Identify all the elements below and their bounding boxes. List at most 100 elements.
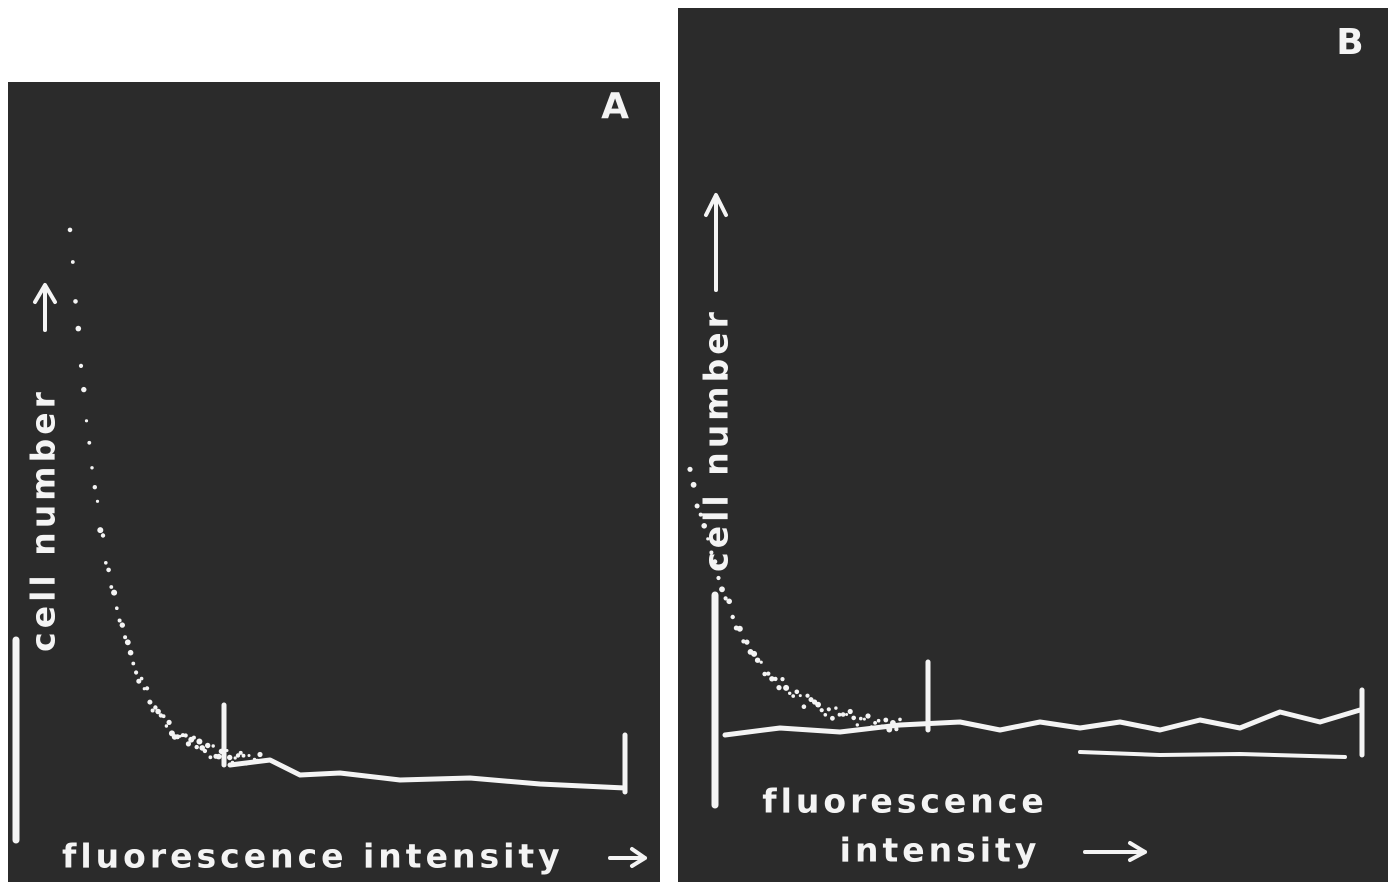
dot: [819, 708, 824, 713]
dot: [791, 694, 795, 698]
dot: [694, 503, 700, 509]
dot: [235, 753, 241, 758]
dot: [690, 481, 697, 488]
dot: [773, 676, 778, 682]
dot: [794, 689, 800, 695]
x-axis-arrow: [608, 847, 647, 868]
dot: [762, 671, 767, 677]
dot: [894, 727, 899, 732]
dot: [145, 686, 150, 691]
trace: [722, 707, 1363, 738]
dot: [194, 744, 199, 750]
trace: [1078, 750, 1347, 759]
dot: [788, 691, 792, 695]
dot: [876, 718, 881, 723]
dot: [164, 724, 169, 728]
dot: [815, 701, 821, 708]
dot: [78, 363, 84, 368]
x-axis-label: fluorescence: [762, 782, 1048, 821]
dot: [726, 598, 732, 605]
dot: [67, 227, 73, 233]
dot: [222, 749, 226, 753]
dot: [886, 726, 893, 733]
dot: [238, 750, 243, 755]
dot: [754, 657, 761, 663]
dot: [859, 716, 863, 721]
dot: [147, 699, 153, 705]
dot: [744, 639, 750, 645]
dot: [127, 649, 134, 656]
dot: [808, 697, 814, 703]
dot: [218, 748, 225, 754]
dot: [870, 725, 873, 729]
dot: [81, 386, 87, 393]
trace-dots: [687, 466, 902, 733]
dot: [716, 575, 721, 581]
dot: [247, 754, 251, 757]
dot: [805, 693, 810, 698]
dot: [823, 713, 828, 717]
dot: [155, 708, 161, 715]
dot: [104, 561, 108, 565]
dot: [215, 753, 222, 760]
dot: [798, 694, 802, 698]
dot: [855, 723, 859, 727]
dot: [241, 753, 246, 758]
dot: [106, 567, 111, 573]
dot: [100, 533, 106, 538]
dot: [174, 734, 180, 740]
dot: [211, 744, 215, 748]
dot: [783, 684, 790, 691]
dot: [139, 676, 144, 681]
dot: [255, 758, 260, 763]
dot: [257, 751, 263, 758]
dot: [115, 606, 119, 610]
dot: [233, 756, 237, 760]
dot: [898, 717, 902, 722]
dot: [70, 260, 75, 264]
dot: [862, 717, 866, 721]
dot: [191, 735, 196, 740]
dot: [109, 585, 114, 589]
dot: [230, 760, 235, 765]
dot: [883, 717, 889, 723]
spike: [925, 659, 1365, 758]
dot: [166, 719, 172, 726]
dot: [119, 622, 126, 628]
dot: [124, 639, 131, 646]
x-axis-label: intensity: [840, 831, 1041, 870]
dot: [766, 671, 771, 676]
dot: [845, 713, 849, 716]
panel-label: A: [601, 86, 629, 127]
dot: [95, 499, 100, 503]
dot: [185, 741, 191, 747]
spike: [221, 702, 628, 795]
dot: [196, 738, 203, 745]
trace-dots: [67, 227, 263, 766]
dot: [709, 550, 714, 555]
panel-b-background: [678, 8, 1388, 882]
dot: [90, 466, 94, 470]
dot: [97, 527, 104, 534]
dot: [880, 724, 885, 729]
dot: [780, 677, 785, 682]
dot: [153, 705, 158, 710]
dot: [865, 713, 871, 719]
dot: [826, 707, 831, 712]
dot: [87, 440, 92, 445]
y-axis-arrow: [704, 193, 728, 292]
dot: [851, 715, 856, 721]
dot: [131, 661, 136, 666]
dot: [736, 625, 743, 632]
dot: [873, 721, 877, 725]
dot: [712, 559, 718, 565]
dot: [84, 419, 89, 423]
dot: [830, 715, 835, 721]
panel-label: B: [1336, 22, 1363, 63]
dot: [776, 685, 782, 691]
dot: [706, 537, 710, 541]
dot: [719, 586, 725, 593]
dot: [227, 754, 233, 761]
